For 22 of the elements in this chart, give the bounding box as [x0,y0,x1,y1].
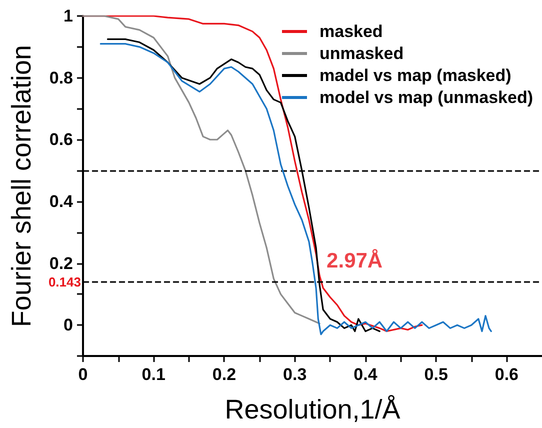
ref-line-label: 0.143 [48,274,81,290]
y-axis-title: Fourier shell correlation [6,44,36,328]
x-tick-label: 0.3 [283,365,307,384]
x-tick-label: 0.2 [212,365,236,384]
y-tick-label: 0.6 [49,130,73,150]
legend-label: model vs map (unmasked) [319,88,534,107]
y-tick-label: 0.2 [49,254,73,273]
x-tick-label: 0.1 [142,365,166,384]
x-tick-label: 0 [78,365,88,384]
x-tick-label: 0.4 [354,365,378,384]
legend-label: madel vs map (masked) [319,66,512,85]
x-tick-label: 0.5 [424,365,448,384]
y-tick-label: 0.4 [49,192,74,211]
x-axis-title: Resolution,1/Å [224,394,400,424]
y-tick-label: 0.8 [49,68,73,88]
annotation: 2.97Å [326,248,383,272]
y-tick-label: 0 [64,316,73,335]
y-tick-label: 1 [64,6,73,26]
legend-label: masked [319,22,383,41]
line-series [82,15,320,324]
x-tick-label: 0.6 [494,365,519,384]
legend-label: unmasked [319,44,404,63]
